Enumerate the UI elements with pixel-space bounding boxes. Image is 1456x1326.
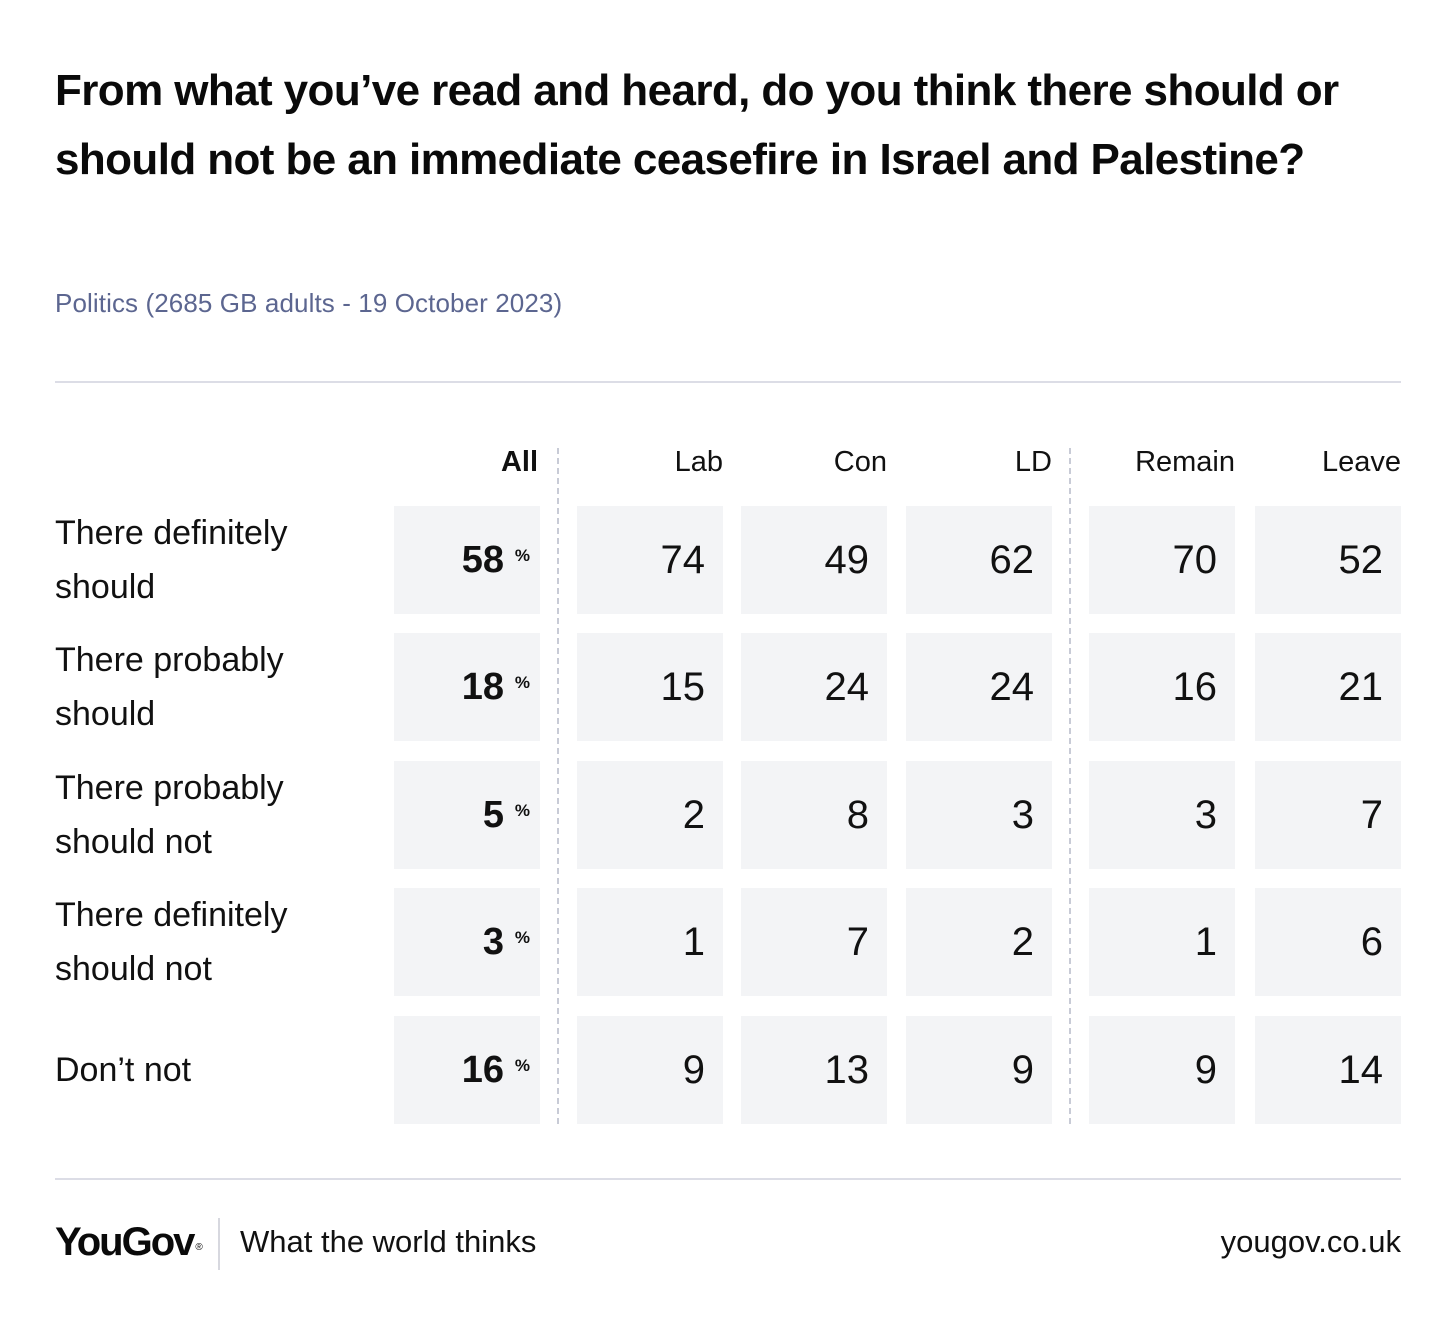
cell-remain: 70	[1089, 506, 1235, 614]
cell-value: 9	[1011, 1048, 1034, 1092]
percent-sign: %	[514, 928, 530, 947]
cell-value: 13	[824, 1048, 870, 1092]
row-label-line: There probably	[55, 641, 284, 679]
percent-sign: %	[514, 546, 530, 565]
cell-value: 1	[1194, 920, 1217, 964]
column-header-con: Con	[833, 446, 887, 478]
registered-mark: ®	[195, 1242, 203, 1253]
cell-value: 52	[1338, 538, 1384, 582]
row-label-line: should	[55, 695, 156, 733]
row-label-line: should not	[55, 823, 212, 861]
footer-url[interactable]: yougov.co.uk	[1220, 1224, 1401, 1259]
column-header-leave: Leave	[1321, 446, 1401, 478]
column-header-ld: LD	[1014, 446, 1052, 478]
cell-ld: 9	[906, 1016, 1052, 1124]
row-label-line: There probably	[55, 769, 284, 807]
cell-value: 7	[846, 920, 869, 964]
column-separator-all	[557, 448, 559, 1124]
column-header-lab: Lab	[674, 446, 723, 478]
cell-lab: 15	[577, 633, 723, 741]
cell-value: 1	[682, 920, 705, 964]
cell-ld: 3	[906, 761, 1052, 869]
cell-value: 3	[1194, 793, 1217, 837]
cell-remain: 16	[1089, 633, 1235, 741]
cell-value: 3	[1011, 793, 1034, 837]
footer-divider	[218, 1218, 220, 1270]
cell-lab: 2	[577, 761, 723, 869]
cell-all: 18%	[394, 633, 540, 741]
cell-value: 74	[660, 538, 706, 582]
cell-remain: 9	[1089, 1016, 1235, 1124]
cell-value: 58	[461, 539, 504, 581]
cell-value: 8	[846, 793, 869, 837]
logo-text: YouGov	[55, 1220, 195, 1264]
cell-value: 6	[1360, 920, 1383, 964]
cell-value: 9	[682, 1048, 705, 1092]
cell-value: 16	[461, 1049, 504, 1091]
row-label: Don’t not	[55, 1051, 192, 1089]
cell-all: 16%	[394, 1016, 540, 1124]
percent-sign: %	[514, 801, 530, 820]
cell-leave: 52	[1255, 506, 1401, 614]
row-label: There definitely should	[55, 506, 375, 614]
cell-leave: 14	[1255, 1016, 1401, 1124]
row-label: There probably should not	[55, 761, 375, 869]
cell-con: 24	[741, 633, 887, 741]
row-label-line: should	[55, 568, 156, 606]
cell-value: 2	[1011, 920, 1034, 964]
cell-value: 9	[1194, 1048, 1217, 1092]
cell-con: 8	[741, 761, 887, 869]
cell-lab: 1	[577, 888, 723, 996]
row-label-line: There definitely	[55, 896, 288, 934]
cell-leave: 21	[1255, 633, 1401, 741]
cell-value: 3	[482, 921, 504, 963]
chart-subtitle: Politics (2685 GB adults - 19 October 20…	[55, 288, 563, 318]
cell-ld: 2	[906, 888, 1052, 996]
cell-all: 3%	[394, 888, 540, 996]
row-label-line: should not	[55, 950, 212, 988]
cell-value: 24	[824, 665, 870, 709]
cell-leave: 6	[1255, 888, 1401, 996]
row-label-line: There definitely	[55, 514, 288, 552]
cell-ld: 24	[906, 633, 1052, 741]
cell-value: 16	[1172, 665, 1218, 709]
bottom-divider	[55, 1178, 1401, 1180]
cell-remain: 3	[1089, 761, 1235, 869]
cell-all: 5%	[394, 761, 540, 869]
chart-title: From what you’ve read and heard, do you …	[55, 66, 1339, 184]
column-separator-party	[1069, 448, 1071, 1124]
cell-value: 21	[1338, 665, 1384, 709]
cell-value: 70	[1172, 538, 1218, 582]
cell-all: 58%	[394, 506, 540, 614]
row-label: There definitely should not	[55, 888, 375, 996]
cell-ld: 62	[906, 506, 1052, 614]
column-header-all: All	[500, 446, 538, 478]
column-header-remain: Remain	[1135, 446, 1235, 478]
cell-value: 49	[824, 538, 870, 582]
cell-lab: 74	[577, 506, 723, 614]
cell-con: 49	[741, 506, 887, 614]
cell-value: 18	[461, 666, 504, 708]
cell-value: 62	[989, 538, 1035, 582]
cell-con: 7	[741, 888, 887, 996]
yougov-logo: YouGov ®	[55, 1218, 203, 1266]
percent-sign: %	[514, 1056, 530, 1075]
footer-tagline: What the world thinks	[240, 1224, 537, 1259]
cell-value: 7	[1360, 793, 1383, 837]
cell-value: 15	[660, 665, 706, 709]
cell-value: 2	[682, 793, 705, 837]
cell-lab: 9	[577, 1016, 723, 1124]
cell-value: 24	[989, 665, 1035, 709]
cell-con: 13	[741, 1016, 887, 1124]
row-label: There probably should	[55, 633, 375, 741]
cell-value: 14	[1338, 1048, 1384, 1092]
top-divider	[55, 381, 1401, 383]
cell-leave: 7	[1255, 761, 1401, 869]
cell-remain: 1	[1089, 888, 1235, 996]
cell-value: 5	[482, 794, 504, 836]
percent-sign: %	[514, 673, 530, 692]
